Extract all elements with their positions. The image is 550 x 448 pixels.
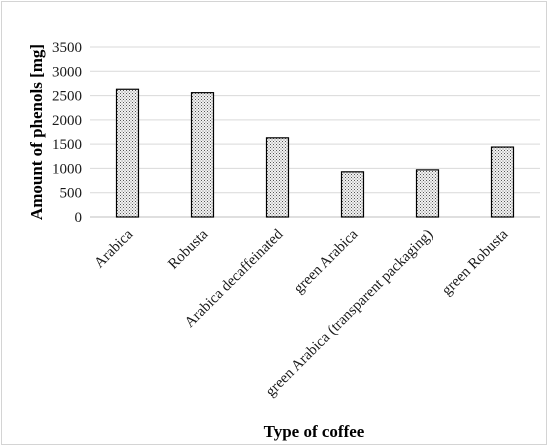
- y-tick-label: 1500: [52, 137, 82, 153]
- bar-3: [265, 137, 290, 218]
- x-category-label: green Robusta: [439, 226, 512, 299]
- y-tick-label: 500: [60, 186, 83, 202]
- y-tick-label: 3000: [52, 64, 82, 80]
- y-axis-title: Amount of phenols [mg]: [27, 44, 46, 220]
- y-tick-label: 1000: [52, 161, 82, 177]
- bar-4: [340, 171, 365, 218]
- bars: [115, 88, 515, 218]
- y-tick-label: 2000: [52, 113, 82, 129]
- x-category-label: Arabica: [91, 226, 136, 271]
- bar-2: [190, 92, 215, 218]
- gridlines: [90, 46, 540, 218]
- bar-6: [490, 146, 515, 218]
- x-category-label: green Arabica (transparent packaging): [263, 227, 437, 401]
- y-tick-label: 0: [75, 210, 83, 226]
- bar-1: [115, 88, 140, 218]
- bar-5: [415, 169, 440, 218]
- y-tick-label: 3500: [52, 40, 82, 56]
- y-tick-label: 2500: [52, 89, 82, 105]
- y-tick-labels: 0 500 1000 1500 2000 2500 3000 3500: [52, 40, 82, 226]
- x-category-label: Robusta: [165, 226, 211, 272]
- x-category-label: green Arabica: [291, 226, 362, 297]
- x-axis-title: Type of coffee: [264, 422, 365, 441]
